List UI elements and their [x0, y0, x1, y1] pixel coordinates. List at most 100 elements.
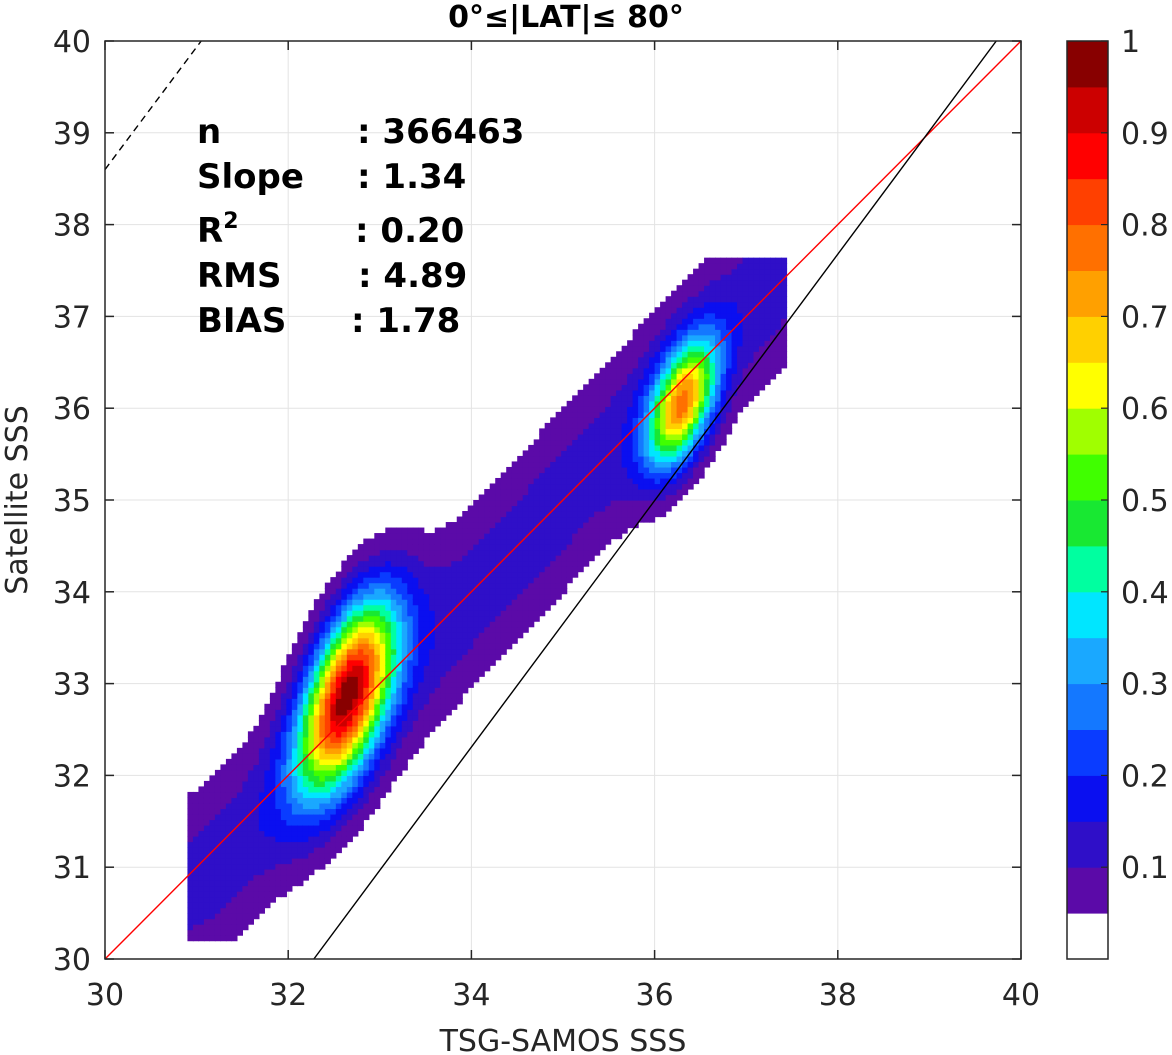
- contour-cell: [220, 858, 227, 865]
- contour-cell: [506, 637, 513, 644]
- contour-cell: [198, 797, 205, 804]
- contour-cell: [258, 725, 265, 732]
- contour-cell: [522, 488, 529, 496]
- contour-cell: [418, 670, 425, 677]
- contour-cell: [638, 455, 645, 463]
- contour-cell: [363, 731, 370, 738]
- contour-cell: [401, 758, 408, 765]
- contour-cell: [687, 389, 694, 396]
- contour-cell: [610, 417, 617, 424]
- contour-cell: [363, 698, 370, 705]
- contour-cell: [473, 670, 480, 677]
- contour-cell: [676, 296, 683, 303]
- contour-cell: [291, 797, 298, 804]
- contour-cell: [280, 847, 287, 854]
- contour-cell: [654, 411, 661, 418]
- contour-cell: [506, 533, 513, 540]
- contour-cell: [308, 725, 315, 732]
- contour-cell: [687, 323, 694, 330]
- contour-cell: [665, 505, 672, 512]
- contour-cell: [313, 632, 320, 639]
- contour-cell: [566, 538, 573, 545]
- contour-cell: [319, 626, 326, 633]
- contour-cell: [467, 555, 474, 562]
- contour-cell: [313, 615, 320, 622]
- contour-cell: [291, 659, 298, 666]
- contour-cell: [264, 736, 271, 743]
- contour-cell: [396, 571, 403, 578]
- contour-cell: [231, 775, 238, 782]
- contour-cell: [341, 654, 348, 661]
- contour-cell: [467, 582, 474, 589]
- contour-cell: [368, 775, 375, 782]
- contour-cell: [544, 593, 551, 600]
- contour-cell: [632, 466, 639, 474]
- contour-cell: [539, 527, 546, 534]
- contour-cell: [660, 417, 667, 424]
- contour-cell: [258, 797, 265, 804]
- contour-cell: [313, 769, 320, 776]
- contour-cell: [396, 736, 403, 743]
- contour-cell: [605, 472, 612, 479]
- contour-cell: [478, 637, 485, 644]
- contour-cell: [737, 285, 744, 292]
- contour-cell: [588, 483, 595, 490]
- contour-cell: [550, 516, 557, 523]
- contour-cell: [594, 450, 601, 457]
- contour-cell: [506, 582, 513, 589]
- contour-cell: [203, 835, 211, 843]
- contour-cell: [335, 615, 342, 622]
- contour-cell: [302, 720, 309, 727]
- contour-cell: [330, 610, 337, 617]
- contour-cell: [236, 819, 243, 826]
- contour-cell: [341, 632, 348, 639]
- contour-cell: [599, 417, 606, 424]
- contour-cell: [561, 488, 568, 496]
- contour-cell: [577, 461, 584, 468]
- contour-cell: [192, 929, 200, 936]
- contour-cell: [203, 902, 211, 909]
- contour-cell: [247, 742, 254, 749]
- contour-cell: [473, 626, 480, 633]
- contour-cell: [346, 599, 353, 606]
- contour-cell: [682, 290, 689, 297]
- contour-cell: [737, 395, 744, 402]
- contour-cell: [214, 830, 222, 837]
- contour-cell: [748, 356, 755, 363]
- contour-cell: [374, 643, 381, 650]
- contour-cell: [225, 913, 233, 920]
- contour-cell: [704, 334, 711, 341]
- contour-cell: [693, 367, 700, 374]
- contour-cell: [588, 494, 595, 501]
- contour-cell: [379, 643, 386, 650]
- contour-cell: [671, 466, 678, 474]
- contour-cell: [423, 670, 430, 677]
- contour-cell: [242, 924, 249, 931]
- contour-cell: [236, 841, 243, 848]
- contour-cell: [418, 742, 425, 749]
- contour-cell: [687, 296, 694, 303]
- contour-cell: [418, 714, 425, 721]
- contour-cell: [500, 566, 507, 573]
- contour-cell: [346, 637, 353, 644]
- contour-cell: [561, 477, 568, 485]
- contour-cell: [396, 725, 403, 732]
- contour-cell: [187, 847, 194, 854]
- contour-cell: [770, 290, 777, 297]
- contour-cell: [495, 621, 502, 628]
- contour-cell: [484, 665, 491, 672]
- contour-cell: [236, 780, 243, 788]
- contour-cell: [720, 378, 727, 385]
- contour-cell: [297, 802, 304, 810]
- contour-cell: [264, 869, 271, 876]
- contour-cell: [401, 582, 408, 589]
- contour-cell: [478, 643, 485, 650]
- contour-cell: [275, 819, 282, 826]
- contour-cell: [225, 929, 233, 936]
- contour-cell: [726, 428, 733, 435]
- contour-cell: [214, 891, 222, 898]
- contour-cell: [269, 720, 276, 727]
- contour-cell: [242, 885, 249, 892]
- contour-cell: [253, 830, 260, 837]
- contour-cell: [418, 544, 425, 551]
